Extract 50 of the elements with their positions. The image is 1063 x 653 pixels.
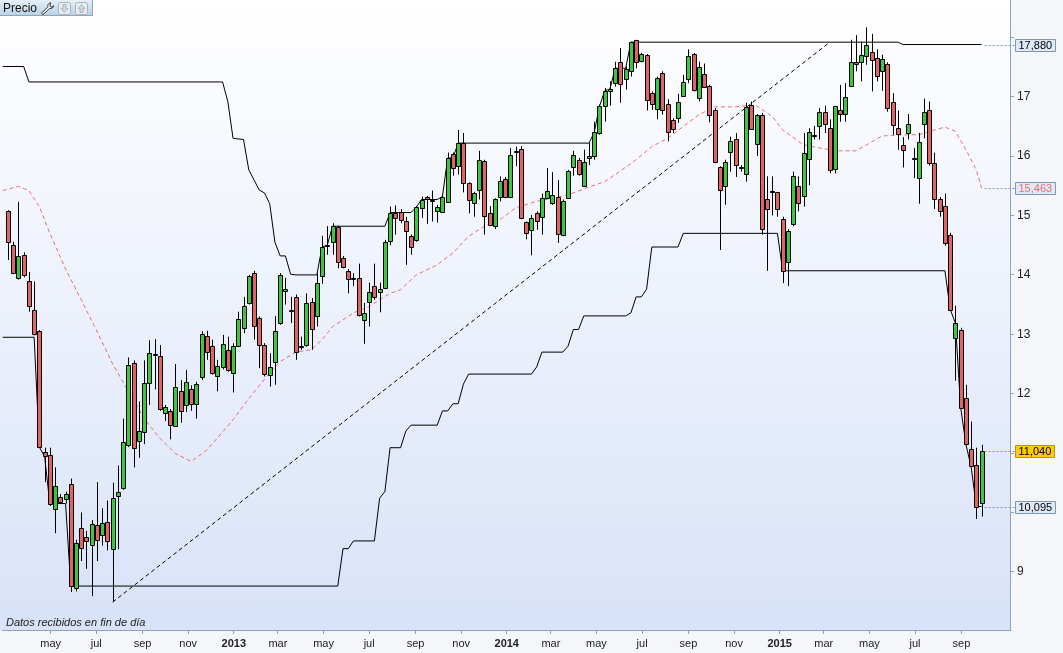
- candlestick: [325, 225, 330, 256]
- x-tick-label: 2014: [494, 636, 520, 649]
- annotation: 17,880: [1018, 39, 1053, 52]
- x-tick-label: mar: [268, 636, 288, 649]
- y-tick-label: 9: [1017, 564, 1024, 579]
- candlestick: [681, 74, 686, 98]
- x-tick-label: 2015: [767, 636, 792, 649]
- candlestick: [566, 169, 571, 200]
- x-tick-label: sep: [952, 636, 971, 649]
- x-tick-label: nov: [179, 636, 198, 649]
- candlestick: [896, 109, 901, 151]
- line-series: [2, 105, 983, 462]
- annotation: Datos recibidos en fin de día: [6, 616, 146, 628]
- candlestick: [906, 113, 911, 141]
- y-tick-label: 17: [1017, 89, 1031, 104]
- candlestick: [6, 209, 11, 261]
- candlestick: [404, 216, 409, 266]
- x-tick-label: may: [859, 636, 881, 649]
- y-tick-label: 13: [1017, 326, 1031, 341]
- y-tick-label: 16: [1017, 148, 1031, 163]
- x-tick-label: mar: [541, 636, 561, 649]
- candlestick: [383, 239, 388, 290]
- y-tick-label: 14: [1017, 267, 1031, 282]
- x-tick-label: jul: [635, 636, 648, 649]
- chart-title: Precio: [3, 1, 38, 15]
- x-tick-label: may: [586, 636, 608, 649]
- annotation: 15,463: [1018, 182, 1053, 195]
- candlestick: [901, 136, 906, 168]
- x-tick-label: sep: [406, 636, 425, 649]
- x-tick-label: mar: [814, 636, 834, 649]
- x-tick-label: nov: [452, 636, 471, 649]
- x-tick-label: nov: [725, 636, 744, 649]
- x-tick-label: sep: [679, 636, 698, 649]
- candlestick: [116, 465, 121, 550]
- x-tick-label: may: [313, 636, 335, 649]
- candlestick: [273, 315, 278, 386]
- x-tick-label: sep: [133, 636, 152, 649]
- annotation: 11,040: [1018, 445, 1052, 458]
- x-tick-label: jul: [362, 636, 375, 649]
- candlestick: [27, 271, 32, 313]
- annotation: 10,095: [1018, 501, 1053, 514]
- candlestick: [430, 190, 435, 222]
- x-tick-label: 2013: [221, 636, 247, 649]
- y-tick-label: 15: [1017, 207, 1031, 222]
- y-tick-label: 12: [1017, 385, 1031, 400]
- x-tick-label: may: [40, 636, 62, 649]
- x-tick-label: jul: [908, 636, 921, 649]
- candlestick: [676, 93, 681, 124]
- candlestick: [425, 195, 430, 225]
- x-tick-label: jul: [89, 636, 102, 649]
